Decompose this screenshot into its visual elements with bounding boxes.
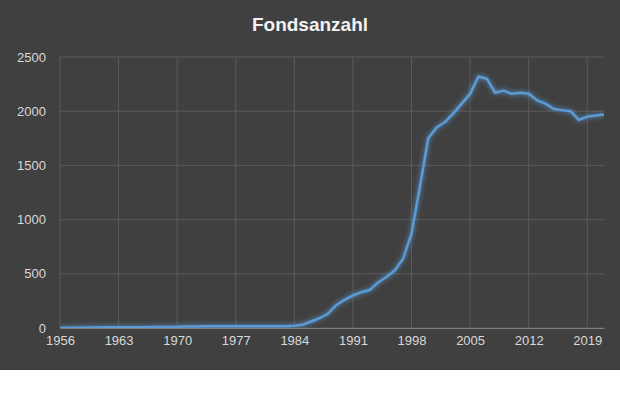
tick-label: 1963 (105, 333, 134, 348)
grid (60, 57, 604, 328)
tick: 1500 (17, 158, 60, 173)
y-axis: 0 500 1000 1500 2000 2500 (17, 50, 60, 336)
tick-label: 1991 (339, 333, 368, 348)
tick: 1984 (280, 328, 309, 348)
grid-line (411, 57, 412, 328)
tick-label: 2019 (573, 333, 602, 348)
grid-line (235, 57, 236, 328)
tick: 1000 (17, 212, 60, 227)
tick-label: 1956 (46, 333, 75, 348)
axis-line (60, 58, 61, 329)
tick: 0 (39, 321, 60, 336)
tick: 2005 (456, 328, 485, 348)
x-axis: 1956 1963 1970 1977 1984 1991 1998 2005 2012 2019 (46, 328, 604, 348)
tick: 2019 (573, 328, 602, 348)
tick: 1991 (339, 328, 368, 348)
grid-line (470, 57, 471, 328)
tick-label: 500 (24, 266, 46, 281)
tick: 500 (24, 266, 60, 281)
data-line (60, 77, 604, 328)
grid-line (177, 57, 178, 328)
tick: 1970 (163, 328, 192, 348)
axis-line (61, 328, 605, 329)
tick-label: 1970 (163, 333, 192, 348)
chart-background (0, 0, 620, 370)
grid-line (60, 57, 61, 328)
chart: 1956 1963 1970 1977 1984 1991 1998 2005 2012 2019… (0, 0, 620, 413)
plot-area (60, 77, 604, 328)
tick-label: 1998 (398, 333, 427, 348)
tick-label: 0 (39, 321, 46, 336)
grid-line (587, 57, 588, 328)
tick-label: 1984 (280, 333, 309, 348)
tick: 2500 (17, 50, 60, 65)
title: Fondsanzahl (252, 14, 368, 35)
grid-line (352, 57, 353, 328)
tick-label: 1500 (17, 158, 46, 173)
tick: 1977 (222, 328, 251, 348)
grid-line (60, 111, 604, 112)
grid-line (294, 57, 295, 328)
tick: 1956 (46, 328, 75, 348)
grid-line (60, 273, 604, 274)
tick-label: 2012 (515, 333, 544, 348)
tick-label: 2005 (456, 333, 485, 348)
tick: 1998 (398, 328, 427, 348)
tick-label: 2000 (17, 104, 46, 119)
tick: 2012 (515, 328, 544, 348)
grid-line (528, 57, 529, 328)
grid-line (60, 165, 604, 166)
grid-line (118, 57, 119, 328)
tick-label: 1000 (17, 212, 46, 227)
tick-label: 1977 (222, 333, 251, 348)
grid-line (60, 219, 604, 220)
tick: 1963 (105, 328, 134, 348)
tick-label: 2500 (17, 50, 46, 65)
tick: 2000 (17, 104, 60, 119)
grid-line (60, 57, 604, 58)
